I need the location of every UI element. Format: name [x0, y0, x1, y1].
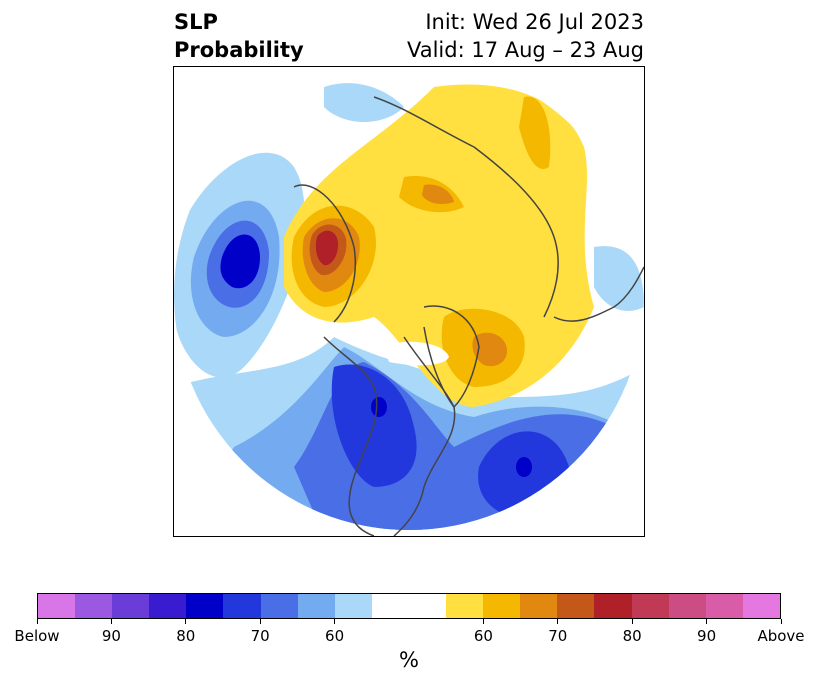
below-core-america [371, 397, 387, 417]
colorbar-tick-label: 90 [697, 627, 717, 645]
colorbar-tick [557, 619, 559, 624]
colorbar-tick [482, 619, 484, 624]
colorbar-tick [110, 619, 112, 624]
above-70-north [519, 96, 551, 169]
colorbar-tick [631, 619, 633, 624]
below-90-america [331, 364, 417, 487]
colorbar-segment [38, 594, 76, 618]
below-60-north [324, 83, 404, 122]
colorbar-segment [297, 594, 335, 618]
colorbar-segment [594, 594, 632, 618]
colorbar-tick [706, 619, 708, 624]
colorbar-tick [36, 619, 38, 624]
above-80-greenland [472, 332, 508, 367]
colorbar-segment [223, 594, 261, 618]
colorbar-segment [668, 594, 706, 618]
below-90-area-west [220, 234, 260, 289]
colorbar-segment [446, 594, 484, 618]
colorbar-segment [75, 594, 113, 618]
colorbar-segment [371, 594, 409, 618]
colorbar-segment [483, 594, 521, 618]
colorbar-segment [149, 594, 187, 618]
probability-field [174, 67, 644, 530]
colorbar-segment [631, 594, 669, 618]
colorbar-unit: % [399, 648, 419, 672]
map-dates: Init: Wed 26 Jul 2023 Valid: 17 Aug – 23… [407, 8, 644, 64]
colorbar-tick [185, 619, 187, 624]
above-80-siberia [422, 184, 454, 205]
colorbar-tick-label: 70 [548, 627, 568, 645]
colorbar-segment [705, 594, 743, 618]
colorbar [37, 593, 781, 619]
polar-map [174, 67, 644, 536]
colorbar-tick-label: Above [757, 627, 805, 645]
greenland-coast [423, 305, 480, 409]
map-title: SLP Probability [174, 8, 304, 64]
coastlines [293, 96, 644, 536]
europe-coast [553, 266, 644, 322]
colorbar-tick-label: 80 [176, 627, 196, 645]
colorbar-tick-label: 80 [622, 627, 642, 645]
colorbar-tick [334, 619, 336, 624]
north-america-west-coast [323, 336, 378, 536]
colorbar-tick-label: 90 [101, 627, 121, 645]
north-america-east-coast [393, 336, 456, 536]
colorbar-segment [742, 594, 780, 618]
colorbar-tick-label: 60 [473, 627, 493, 645]
colorbar-tick [259, 619, 261, 624]
title-variable: SLP [174, 10, 218, 34]
colorbar-segment [408, 594, 447, 618]
below-60-east [594, 246, 644, 311]
colorbar-segment [186, 594, 224, 618]
asia-east-coast [293, 184, 357, 323]
below-core-atlantic [516, 457, 532, 477]
colorbar-tick [780, 619, 782, 624]
colorbar-segment [520, 594, 558, 618]
init-date: Init: Wed 26 Jul 2023 [425, 10, 644, 34]
colorbar-tick-label: 70 [250, 627, 270, 645]
above-90-area [315, 230, 339, 266]
map-panel [173, 66, 645, 537]
colorbar-segment [557, 594, 595, 618]
eurasia-north-coast [373, 96, 559, 318]
colorbar-segment [260, 594, 298, 618]
valid-range: Valid: 17 Aug – 23 Aug [406, 38, 644, 62]
colorbar-segment [334, 594, 372, 618]
title-type: Probability [174, 38, 304, 62]
colorbar-segment [112, 594, 150, 618]
colorbar-tick-label: Below [14, 627, 60, 645]
colorbar-tick-label: 60 [325, 627, 345, 645]
